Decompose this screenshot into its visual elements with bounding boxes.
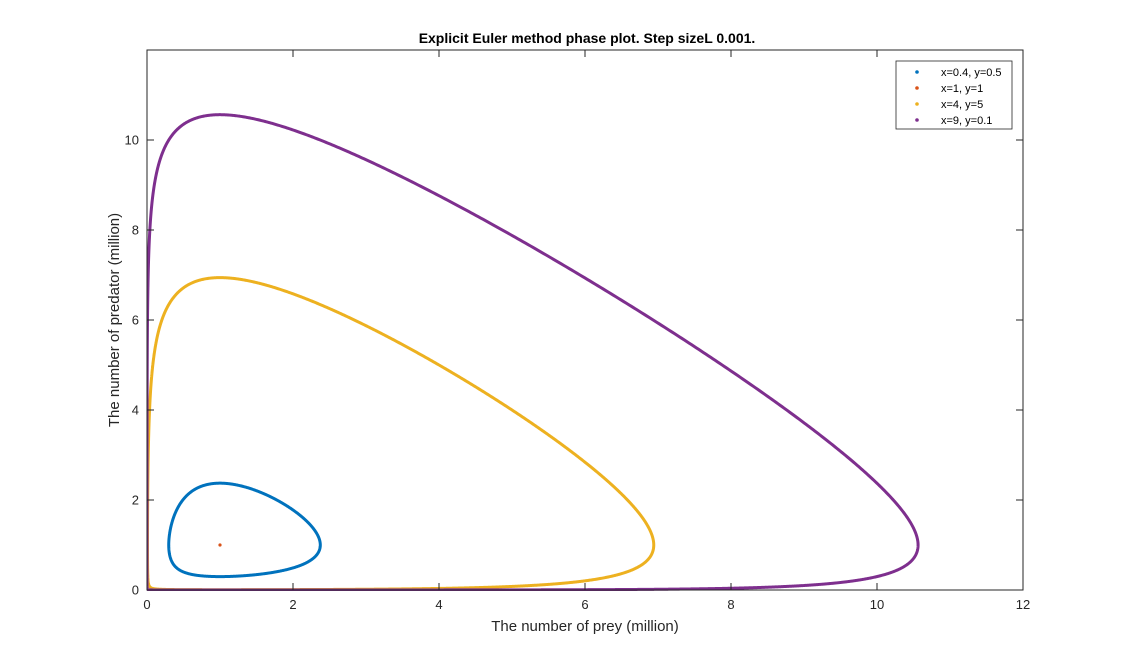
y-tick-label: 10 <box>125 133 139 148</box>
legend-item[interactable]: x=4, y=5 <box>915 99 983 111</box>
series-trajectory-x-0-4-y-0-5 <box>167 481 322 579</box>
x-tick-label: 6 <box>581 597 588 612</box>
y-tick-label: 8 <box>132 223 139 238</box>
series-point-x-1-y-1 <box>218 543 222 547</box>
y-tick-label: 4 <box>132 403 139 418</box>
legend-label: x=4, y=5 <box>941 99 983 111</box>
y-tick-label: 0 <box>132 583 139 598</box>
x-tick-label: 8 <box>727 597 734 612</box>
legend-label: x=9, y=0.1 <box>941 115 992 127</box>
y-tick-label: 2 <box>132 493 139 508</box>
legend-marker <box>915 70 919 74</box>
chart-title: Explicit Euler method phase plot. Step s… <box>419 30 756 46</box>
legend-item[interactable]: x=0.4, y=0.5 <box>915 67 1002 79</box>
x-tick-label: 12 <box>1016 597 1030 612</box>
legend-marker <box>915 86 919 90</box>
legend-label: x=0.4, y=0.5 <box>941 67 1002 79</box>
x-tick-label: 0 <box>143 597 150 612</box>
y-axis-label: The number of predator (million) <box>106 213 123 427</box>
legend-label: x=1, y=1 <box>941 83 983 95</box>
plot-area <box>147 50 1023 590</box>
legend-item[interactable]: x=9, y=0.1 <box>915 115 992 127</box>
legend-marker <box>915 102 919 106</box>
x-tick-label: 10 <box>870 597 884 612</box>
x-tick-label: 4 <box>435 597 442 612</box>
legend-marker <box>915 118 919 122</box>
legend[interactable]: x=0.4, y=0.5 x=1, y=1 x=4, y=5 x=9, y=0.1 <box>895 60 1013 130</box>
tick-layer: 0 2 4 6 8 10 12 0 2 4 6 8 10 <box>125 50 1030 612</box>
y-tick-label: 6 <box>132 313 139 328</box>
x-tick-label: 2 <box>289 597 296 612</box>
legend-item[interactable]: x=1, y=1 <box>915 83 983 95</box>
x-axis-label: The number of prey (million) <box>491 618 679 635</box>
